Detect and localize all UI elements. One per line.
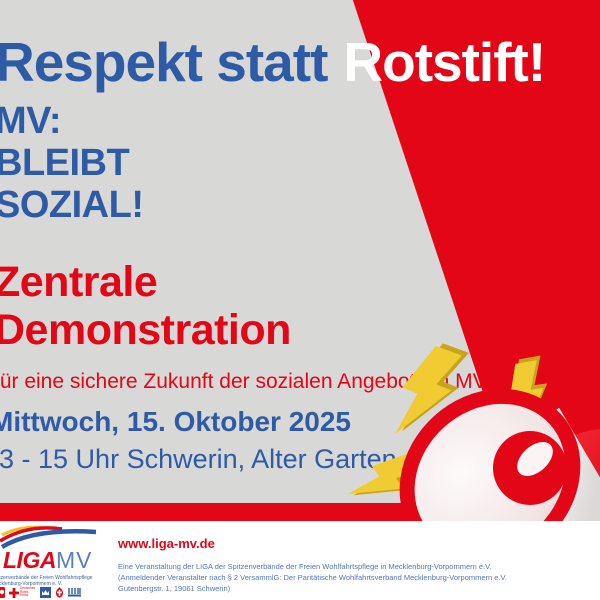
headline-rotstift: Rotstift! (343, 31, 546, 93)
slogan-line-sozial: SOZIAL! (0, 184, 144, 226)
liga-brand-liga: LIGA (3, 547, 56, 573)
paritaetischer-logo-icon (68, 588, 81, 597)
website-link: www.liga-mv.de (118, 536, 215, 551)
fine-print: Eine Veranstaltung der LIGA der Spitzenv… (118, 561, 507, 594)
fine-print-line-1: Eine Veranstaltung der LIGA der Spitzenv… (118, 562, 492, 571)
caritas-logo-icon (56, 587, 63, 598)
liga-brand-mv: MV (55, 547, 93, 573)
lightning-bolt-icon (395, 343, 469, 435)
liga-tagline-line-2: Mecklenburg-Vorpommern e. V. (0, 581, 63, 587)
event-title-line-2: Demonstration (0, 306, 291, 354)
headline-respekt-statt: Respekt statt (0, 31, 328, 93)
headline: Respekt statt Rotstift! (0, 31, 546, 93)
slogan-line-mv: MV: (0, 100, 62, 142)
liga-tagline-line-1: Spitzenverbände der Freien Wohlfahrtspfl… (0, 575, 93, 581)
liga-swoosh-icon (0, 525, 97, 549)
awo-logo-icon (0, 587, 5, 598)
event-time-location: 13 - 15 Uhr Schwerin, Alter Garten (0, 444, 397, 474)
event-date: Mittwoch, 15. Oktober 2025 (0, 406, 351, 437)
partner-logos: Deutsches Rotes Kreuz (0, 587, 81, 598)
event-title: Zentrale Demonstration (0, 258, 291, 354)
red-cross-icon (9, 587, 19, 598)
liga-mv-logo: LIGAMV Spitzenverbände der Freien Wohlfa… (0, 521, 116, 600)
drk-logo-icon: Deutsches Rotes Kreuz (9, 586, 36, 598)
fine-print-line-2: (Anmeldender Veranstalter nach § 2 Versa… (118, 573, 507, 582)
footer-bar: LIGAMV Spitzenverbände der Freien Wohlfa… (0, 521, 600, 600)
fine-print-line-3: Gutenbergstr. 1, 19061 Schwerin) (118, 584, 231, 593)
event-subtitle: Für eine sichere Zukunft der sozialen An… (0, 370, 487, 393)
drk-logo-text: Deutsches Rotes Kreuz (20, 586, 36, 598)
diakonie-logo-icon (40, 587, 51, 598)
slogan-block: MV: BLEIBT SOZIAL! (0, 100, 144, 226)
event-title-line-1: Zentrale (0, 258, 158, 306)
slogan-line-bleibt: BLEIBT (0, 142, 130, 184)
liga-tagline: Spitzenverbände der Freien Wohlfahrtspfl… (0, 575, 112, 587)
liga-brand-text: LIGAMV (3, 547, 92, 574)
